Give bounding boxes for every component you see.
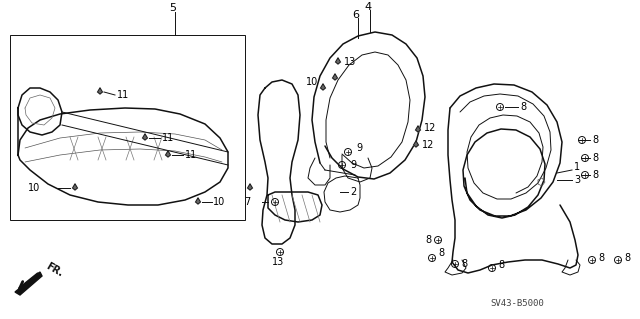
Text: 3: 3 (574, 175, 580, 185)
Text: 8: 8 (592, 135, 598, 145)
Text: 8: 8 (592, 170, 598, 180)
Text: SV43-B5000: SV43-B5000 (490, 299, 544, 308)
Text: 8: 8 (461, 259, 467, 269)
Polygon shape (335, 58, 340, 64)
Text: 11: 11 (162, 133, 174, 143)
Text: 9: 9 (356, 143, 362, 153)
Text: 12: 12 (422, 140, 435, 150)
Text: 2: 2 (350, 187, 356, 197)
Text: 8: 8 (592, 153, 598, 163)
Text: 7: 7 (244, 197, 250, 207)
Text: 8: 8 (520, 102, 526, 112)
Text: 8: 8 (498, 260, 504, 270)
Polygon shape (415, 126, 420, 132)
Text: 9: 9 (350, 160, 356, 170)
Text: 10: 10 (306, 77, 318, 87)
Text: 8: 8 (438, 248, 444, 258)
Polygon shape (413, 141, 419, 147)
Text: 13: 13 (272, 257, 284, 267)
Text: 10: 10 (28, 183, 40, 193)
Text: 11: 11 (117, 90, 129, 100)
Text: 10: 10 (213, 197, 225, 207)
Text: 11: 11 (185, 150, 197, 160)
Text: 8: 8 (598, 253, 604, 263)
Polygon shape (321, 84, 325, 90)
Polygon shape (97, 88, 102, 94)
Text: 5: 5 (170, 3, 177, 13)
Polygon shape (166, 151, 170, 157)
Text: 8: 8 (426, 235, 432, 245)
Text: 4: 4 (364, 2, 372, 12)
Polygon shape (143, 134, 147, 140)
Text: FR.: FR. (44, 261, 65, 279)
Polygon shape (15, 272, 42, 295)
Bar (10, 35, 245, 220)
Text: 1: 1 (574, 162, 580, 172)
Text: 13: 13 (344, 57, 356, 67)
Polygon shape (72, 184, 77, 190)
Polygon shape (248, 184, 252, 190)
Polygon shape (333, 74, 337, 80)
Text: 8: 8 (624, 253, 630, 263)
Polygon shape (196, 198, 200, 204)
Text: 12: 12 (424, 123, 436, 133)
Text: 6: 6 (353, 10, 360, 20)
